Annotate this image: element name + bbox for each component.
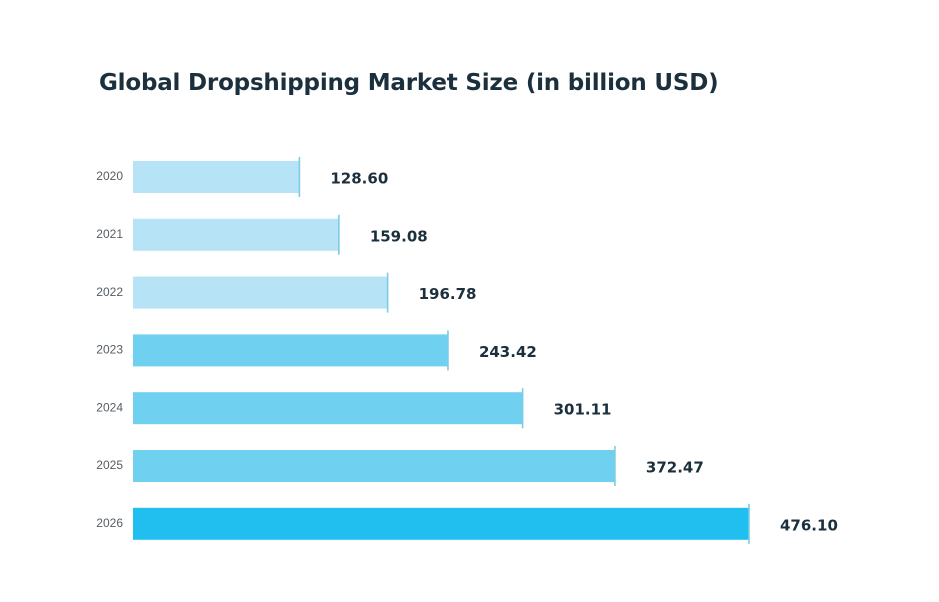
y-tick-label-2021: 2021	[96, 227, 123, 241]
data-label-2025: 372.47	[646, 459, 704, 477]
bar-2022	[133, 276, 388, 309]
data-label-2021: 159.08	[370, 227, 428, 245]
bar-2020	[133, 161, 300, 193]
y-tick-label-2024: 2024	[96, 400, 123, 414]
y-tick-label-2023: 2023	[96, 343, 123, 357]
data-label-2026: 476.10	[780, 516, 838, 534]
bar-2023	[133, 334, 448, 367]
data-label-2020: 128.60	[330, 170, 388, 188]
bar-2025	[133, 450, 615, 482]
data-label-2023: 243.42	[479, 343, 537, 361]
bars-layer: 2020 128.60 2021 159.08 2022 196.78 2023 243.42…	[96, 157, 838, 544]
bar-2024	[133, 392, 523, 425]
chart-title: Global Dropshipping Market Size (in bill…	[99, 70, 719, 96]
y-tick-label-2026: 2026	[96, 516, 123, 530]
data-label-2022: 196.78	[419, 285, 477, 303]
bar-2026	[133, 507, 749, 540]
y-tick-label-2025: 2025	[96, 458, 123, 472]
data-label-2024: 301.11	[554, 401, 612, 419]
y-tick-label-2020: 2020	[96, 169, 123, 183]
y-tick-label-2022: 2022	[96, 285, 123, 299]
bar-2021	[133, 218, 339, 251]
